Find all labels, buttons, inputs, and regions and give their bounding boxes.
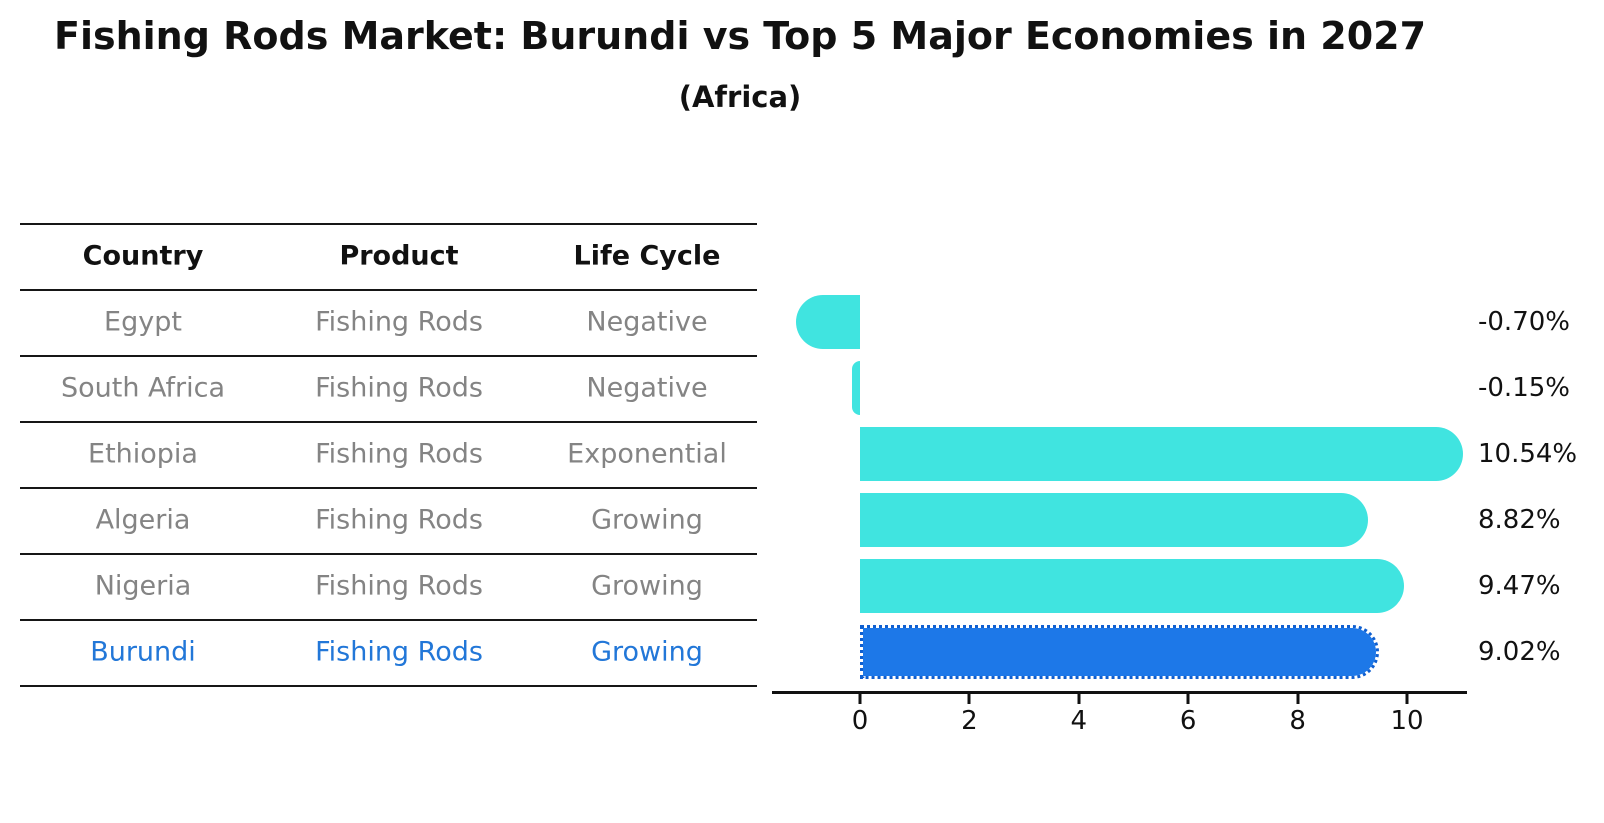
cell-life-cycle: Negative [586, 306, 708, 338]
value-label-burundi: 9.02% [1478, 637, 1561, 667]
cell-product: Fishing Rods [315, 504, 483, 536]
x-tick-2 [967, 694, 971, 704]
col-header-life-cycle: Life Cycle [573, 240, 721, 272]
x-tick-label-2: 2 [961, 706, 978, 736]
cell-life-cycle: Growing [591, 570, 703, 602]
table-header-row: Country Product Life Cycle [20, 223, 757, 289]
value-label-south-africa: -0.15% [1478, 373, 1570, 403]
cell-product: Fishing Rods [315, 306, 483, 338]
cell-country: Nigeria [94, 570, 192, 602]
table-line [20, 553, 757, 555]
cell-life-cycle: Exponential [567, 438, 727, 470]
bar-algeria [860, 493, 1369, 547]
table-row-ethiopia: Ethiopia Fishing Rods Exponential [20, 421, 757, 487]
table-row-egypt: Egypt Fishing Rods Negative [20, 289, 757, 355]
table-line [20, 289, 757, 291]
table-row-burundi-highlighted: Burundi Fishing Rods Growing [20, 619, 757, 685]
table-line [20, 223, 757, 225]
x-tick-label-0: 0 [851, 706, 869, 736]
table-line [20, 619, 757, 621]
table-line [20, 421, 757, 423]
cell-product: Fishing Rods [315, 372, 483, 404]
table-row-south-africa: South Africa Fishing Rods Negative [20, 355, 757, 421]
bar-nigeria [860, 559, 1404, 613]
cell-country: Ethiopia [88, 438, 198, 470]
bar-burundi [860, 625, 1380, 679]
x-tick-8 [1296, 694, 1300, 704]
col-header-product: Product [339, 240, 459, 272]
table-line [20, 487, 757, 489]
cell-product: Fishing Rods [315, 636, 483, 668]
x-tick-4 [1077, 694, 1081, 704]
table-row-algeria: Algeria Fishing Rods Growing [20, 487, 757, 553]
cell-country: Burundi [90, 636, 196, 668]
table-line [20, 685, 757, 687]
x-tick-label-10: 10 [1390, 706, 1424, 736]
cell-product: Fishing Rods [315, 570, 483, 602]
x-tick-0 [858, 694, 862, 704]
cell-country: Egypt [104, 306, 182, 338]
x-tick-label-6: 6 [1179, 706, 1197, 736]
cell-life-cycle: Growing [591, 636, 703, 668]
x-tick-label-8: 8 [1289, 706, 1306, 736]
chart-title: Fishing Rods Market: Burundi vs Top 5 Ma… [53, 14, 1427, 58]
x-tick-6 [1186, 694, 1190, 704]
value-label-nigeria: 9.47% [1478, 571, 1561, 601]
cell-country: South Africa [60, 372, 226, 404]
table-row-nigeria: Nigeria Fishing Rods Growing [20, 553, 757, 619]
x-tick-10 [1405, 694, 1409, 704]
x-tick-label-4: 4 [1070, 706, 1088, 736]
cell-country: Algeria [95, 504, 191, 536]
value-label-ethiopia: 10.54% [1478, 439, 1578, 469]
value-label-egypt: -0.70% [1478, 307, 1570, 337]
cell-life-cycle: Negative [586, 372, 708, 404]
cell-life-cycle: Growing [591, 504, 703, 536]
col-header-country: Country [82, 240, 204, 272]
x-axis-line [772, 691, 1467, 694]
bar-ethiopia [860, 427, 1463, 481]
bar-south-africa [851, 361, 860, 415]
table-line [20, 355, 757, 357]
bar-egypt [795, 295, 860, 349]
chart-subtitle: (Africa) [678, 80, 802, 114]
cell-product: Fishing Rods [315, 438, 483, 470]
value-label-algeria: 8.82% [1478, 505, 1561, 535]
